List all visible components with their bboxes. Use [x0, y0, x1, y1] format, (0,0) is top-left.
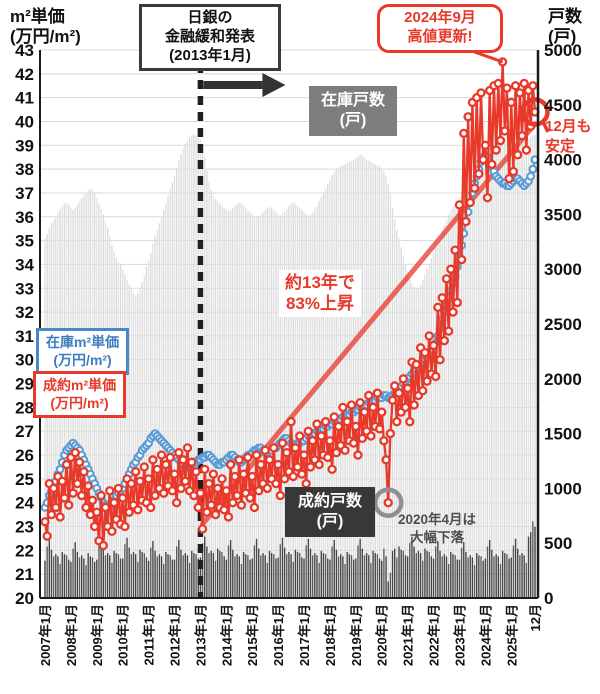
svg-text:24: 24	[15, 494, 34, 513]
svg-text:35: 35	[15, 232, 34, 251]
svg-text:2015年1月: 2015年1月	[245, 604, 260, 666]
boj-line1: 日銀の	[187, 9, 233, 26]
boj-line3: (2013年1月)	[169, 46, 251, 64]
svg-text:2011年1月: 2011年1月	[142, 604, 157, 665]
svg-text:41: 41	[15, 89, 34, 108]
contract-price-legend-line1: 成約m²単価	[43, 377, 117, 393]
svg-text:2021年1月: 2021年1月	[401, 604, 416, 666]
covid-drop-note: 2020年4月は 大幅下落	[381, 511, 493, 546]
december-note-line1: 12月も	[545, 118, 592, 135]
svg-text:2018年1月: 2018年1月	[323, 604, 338, 666]
svg-text:5000: 5000	[544, 41, 582, 60]
contract-units-line1: 成約戸数	[298, 493, 363, 510]
svg-text:33: 33	[15, 279, 34, 298]
svg-text:2022年1月: 2022年1月	[427, 604, 442, 666]
svg-text:1500: 1500	[544, 425, 582, 444]
svg-text:2016年1月: 2016年1月	[271, 604, 286, 666]
svg-text:2014年1月: 2014年1月	[219, 604, 234, 666]
inventory-price-legend-line1: 在庫m²単価	[46, 334, 120, 350]
svg-text:2008年1月: 2008年1月	[64, 604, 79, 666]
svg-text:2020年1月: 2020年1月	[375, 604, 390, 666]
boj-line2: 金融緩和発表	[164, 27, 255, 45]
svg-text:42: 42	[15, 65, 34, 84]
peak-callout-line2: 高値更新!	[407, 27, 473, 45]
svg-text:2023年1月: 2023年1月	[452, 604, 467, 666]
svg-text:20: 20	[15, 589, 34, 608]
inventory-units-line1: 在庫戸数	[321, 92, 386, 109]
right-axis-title: 戸数 (戸)	[548, 7, 582, 46]
left-axis-title-line1: m²単価	[10, 7, 65, 26]
inventory-price-legend: 在庫m²単価 (万円/m²)	[36, 328, 130, 375]
svg-text:2012年1月: 2012年1月	[168, 604, 183, 666]
svg-text:34: 34	[15, 255, 34, 274]
svg-text:2025年1月: 2025年1月	[504, 604, 519, 666]
svg-text:32: 32	[15, 303, 34, 322]
svg-text:4000: 4000	[544, 151, 582, 170]
inventory-price-legend-line2: (万円/m²)	[53, 351, 112, 368]
svg-text:40: 40	[15, 112, 34, 131]
covid-note-line1: 2020年4月は	[397, 512, 477, 527]
svg-text:12月: 12月	[528, 604, 543, 631]
right-axis-title-line2: (戸)	[548, 26, 577, 46]
boj-easing-annotation-box: 日銀の 金融緩和発表 (2013年1月)	[139, 4, 281, 72]
svg-text:3500: 3500	[544, 205, 582, 224]
contract-price-legend: 成約m²単価 (万円/m²)	[33, 371, 127, 418]
svg-text:2019年1月: 2019年1月	[349, 604, 364, 666]
peak-callout-bubble: 2024年9月 高値更新!	[377, 4, 503, 53]
rise-note-line1: 約13年で	[285, 273, 355, 292]
svg-text:2010年1月: 2010年1月	[116, 604, 131, 666]
svg-text:0: 0	[544, 589, 553, 608]
svg-text:3000: 3000	[544, 260, 582, 279]
right-axis-title-line1: 戸数	[548, 7, 582, 26]
svg-text:23: 23	[15, 518, 34, 537]
svg-text:26: 26	[15, 446, 34, 465]
svg-text:27: 27	[15, 422, 34, 441]
covid-note-line2: 大幅下落	[410, 529, 464, 545]
svg-text:43: 43	[15, 41, 34, 60]
svg-text:2007年1月: 2007年1月	[38, 604, 53, 666]
december-stable-note: 12月も 安定	[545, 117, 592, 157]
svg-text:21: 21	[15, 565, 34, 584]
svg-text:38: 38	[15, 160, 34, 179]
inventory-units-line2: (戸)	[339, 112, 367, 129]
left-axis-title-line2: (万円/m²)	[10, 26, 81, 46]
contract-price-legend-line2: (万円/m²)	[50, 394, 109, 411]
rise-note-line2: 83%上昇	[285, 294, 354, 314]
inventory-units-label: 在庫戸数 (戸)	[309, 86, 398, 136]
peak-callout-line1: 2024年9月	[404, 9, 476, 26]
contract-units-line2: (戸)	[316, 513, 344, 530]
svg-text:22: 22	[15, 541, 34, 560]
svg-text:2500: 2500	[544, 315, 582, 334]
svg-text:28: 28	[15, 398, 34, 417]
svg-text:4500: 4500	[544, 96, 582, 115]
svg-text:2024年1月: 2024年1月	[478, 604, 493, 666]
contract-units-label: 成約戸数 (戸)	[285, 487, 376, 537]
svg-text:2017年1月: 2017年1月	[297, 604, 312, 666]
svg-text:2000: 2000	[544, 370, 582, 389]
svg-text:37: 37	[15, 184, 34, 203]
december-note-line2: 安定	[545, 137, 576, 155]
svg-text:31: 31	[15, 327, 34, 346]
svg-text:30: 30	[15, 351, 34, 370]
svg-text:2009年1月: 2009年1月	[90, 604, 105, 666]
svg-text:25: 25	[15, 470, 34, 489]
svg-text:2013年1月: 2013年1月	[193, 604, 208, 666]
rise-83-percent-note: 約13年で 83%上昇	[279, 270, 361, 317]
svg-text:1000: 1000	[544, 479, 582, 498]
left-axis-title: m²単価 (万円/m²)	[10, 7, 81, 46]
svg-text:39: 39	[15, 136, 34, 155]
svg-text:500: 500	[544, 534, 572, 553]
svg-text:36: 36	[15, 208, 34, 227]
svg-text:29: 29	[15, 375, 34, 394]
